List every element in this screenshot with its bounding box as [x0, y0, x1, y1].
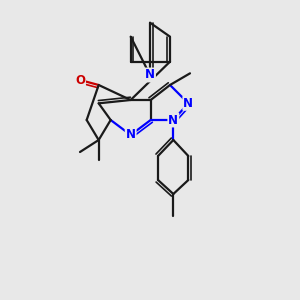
Text: N: N	[183, 97, 193, 110]
Text: O: O	[75, 74, 85, 86]
Text: N: N	[168, 113, 178, 127]
Text: N: N	[126, 128, 136, 142]
Text: N: N	[145, 68, 155, 82]
